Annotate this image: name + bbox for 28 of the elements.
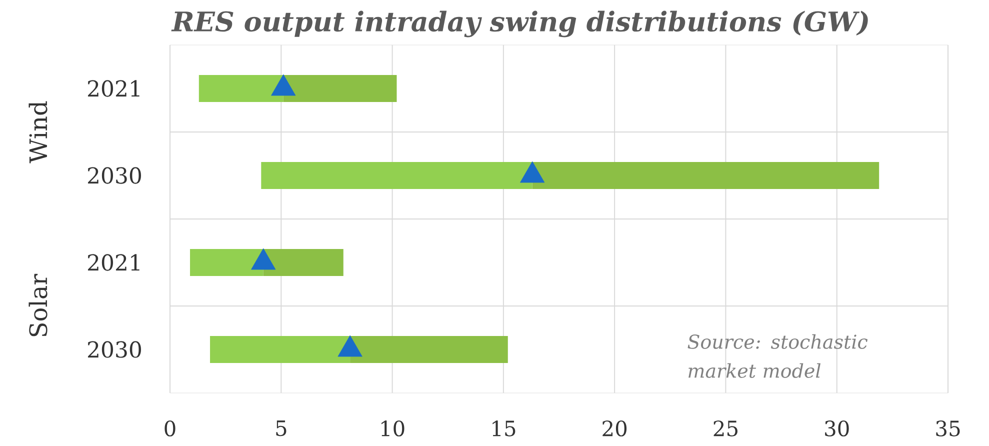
annotation: Source: stochastic market model [688,334,868,378]
x-tick-label: 20 [602,420,627,436]
x-tick-label: 15 [492,420,516,436]
bar [190,249,264,276]
chart-title: RES output intraday swing distributions (GW) [171,10,868,38]
text: Solar [28,274,48,336]
point [251,248,276,270]
x-tick-label: 25 [714,420,738,436]
y-tick-label: 2021 [88,254,140,271]
y-tick-label: 2021 [88,80,140,97]
text: Wind [28,101,48,164]
bar [198,75,284,102]
point [271,74,296,96]
x-tick-label: 35 [936,420,960,436]
bar [283,75,397,102]
bar [210,336,350,363]
point [338,335,362,357]
bar [350,336,508,363]
y-tick-label: 2030 [88,341,141,358]
bar [261,162,532,189]
x-tick-label: 5 [276,420,286,436]
bar [532,162,880,189]
bar [263,249,344,276]
point [520,161,545,183]
x-tick-label: 30 [825,420,849,436]
y-tick-label: 2030 [88,167,141,184]
x-tick-label: 10 [381,420,404,436]
x-tick-label: 0 [164,420,176,436]
